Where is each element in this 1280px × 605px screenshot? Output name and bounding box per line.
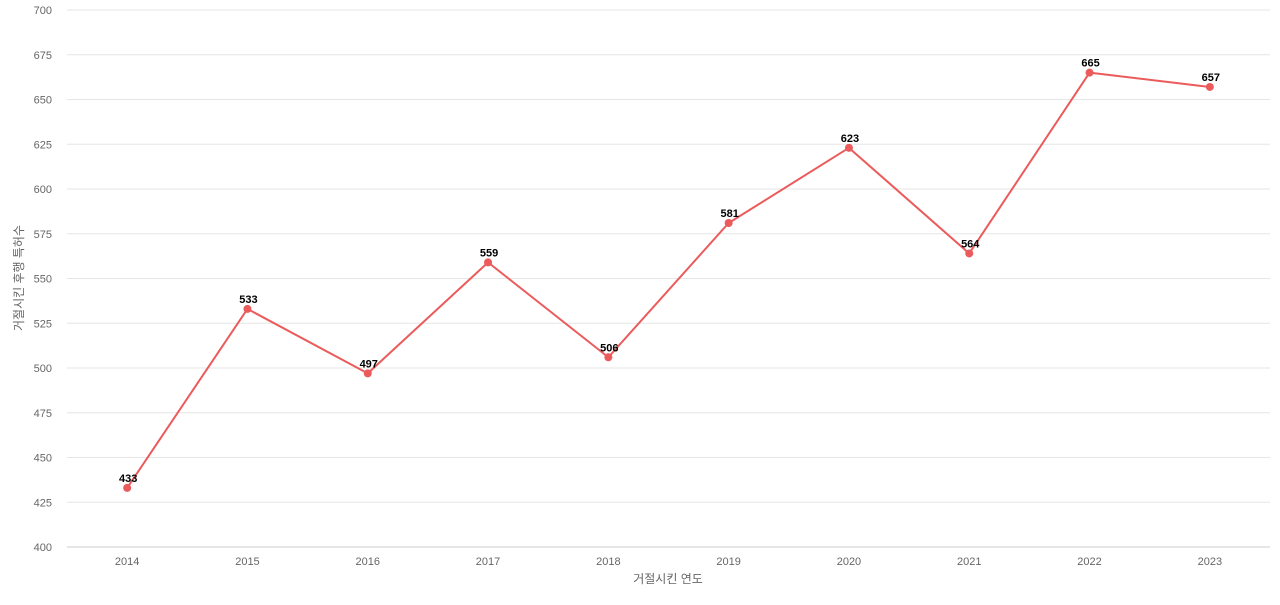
data-point-2020 bbox=[844, 143, 853, 152]
y-tick-label: 625 bbox=[34, 139, 52, 151]
data-label-2019: 581 bbox=[720, 208, 738, 220]
grid bbox=[67, 9, 1270, 503]
x-tick-label: 2022 bbox=[1077, 556, 1101, 568]
y-tick-label: 650 bbox=[34, 95, 52, 107]
x-axis-title: 거절시킨 연도 bbox=[633, 572, 703, 586]
y-tick-label: 400 bbox=[34, 542, 52, 554]
y-tick-label: 450 bbox=[34, 453, 52, 465]
x-tick-label: 2014 bbox=[115, 556, 139, 568]
y-tick-label: 700 bbox=[34, 5, 52, 17]
data-label-2014: 433 bbox=[119, 473, 137, 485]
data-point-2016 bbox=[363, 369, 372, 378]
data-point-2023 bbox=[1205, 82, 1214, 91]
x-tick-label: 2016 bbox=[356, 556, 380, 568]
data-point-2018 bbox=[604, 353, 613, 362]
x-tick-label: 2019 bbox=[716, 556, 740, 568]
axes: 400 425 450 475 500 525 550 575 600 625 650 675 700 2… bbox=[34, 5, 1270, 568]
x-tick-label: 2017 bbox=[476, 556, 500, 568]
data-label-2017: 559 bbox=[480, 247, 498, 259]
data-label-2021: 564 bbox=[961, 238, 980, 250]
x-tick-label: 2018 bbox=[596, 556, 620, 568]
data-point-2021 bbox=[965, 249, 974, 258]
x-tick-label: 2020 bbox=[837, 556, 861, 568]
y-tick-label: 500 bbox=[34, 363, 52, 375]
data-point-2015 bbox=[243, 304, 252, 313]
data-point-2014 bbox=[123, 483, 132, 492]
data-label-2020: 623 bbox=[841, 133, 859, 145]
data-labels: 433 533 497 559 506 581 623 564 665 657 bbox=[119, 58, 1220, 485]
y-tick-label: 550 bbox=[34, 274, 52, 286]
data-label-2023: 657 bbox=[1202, 72, 1220, 84]
data-label-2018: 506 bbox=[600, 342, 618, 354]
data-label-2015: 533 bbox=[239, 294, 257, 306]
y-tick-label: 425 bbox=[34, 497, 52, 509]
x-tick-label: 2015 bbox=[235, 556, 259, 568]
y-tick-label: 675 bbox=[34, 50, 52, 62]
data-point-2019 bbox=[724, 219, 733, 228]
x-tick-label: 2021 bbox=[957, 556, 981, 568]
data-point-2017 bbox=[484, 258, 493, 267]
y-tick-label: 525 bbox=[34, 318, 52, 330]
x-tick-label: 2023 bbox=[1198, 556, 1222, 568]
y-tick-label: 475 bbox=[34, 408, 52, 420]
y-tick-label: 575 bbox=[34, 229, 52, 241]
data-point-2022 bbox=[1085, 68, 1094, 77]
y-axis-title: 거절시킨 후행 특허수 bbox=[11, 225, 26, 331]
y-tick-label: 600 bbox=[34, 184, 52, 196]
data-label-2022: 665 bbox=[1081, 58, 1099, 70]
data-label-2016: 497 bbox=[360, 358, 378, 370]
series-line bbox=[126, 71, 1211, 489]
series bbox=[123, 68, 1214, 492]
